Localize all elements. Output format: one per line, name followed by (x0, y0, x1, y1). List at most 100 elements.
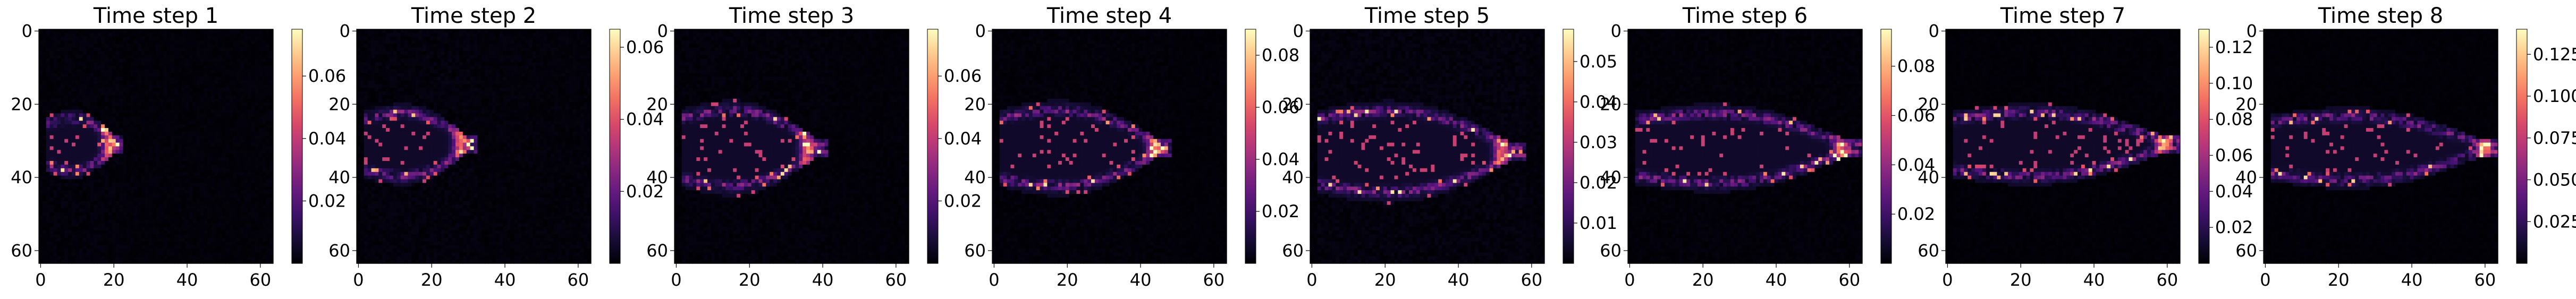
heatmap-cell (565, 40, 570, 45)
heatmap-cell (210, 179, 215, 184)
heatmap-cell (101, 55, 105, 59)
heatmap-cell (266, 241, 270, 246)
heatmap-cell (587, 40, 592, 45)
heatmap-cell (462, 47, 467, 52)
heatmap-cell (64, 230, 69, 235)
heatmap-cell (61, 179, 65, 184)
heatmap-cell (61, 227, 65, 231)
heatmap-cell (214, 51, 219, 55)
heatmap-cell (462, 29, 467, 33)
heatmap-cell (152, 65, 157, 70)
heatmap-cell (159, 183, 164, 187)
heatmap-cell (218, 252, 223, 257)
heatmap-cell (240, 113, 244, 117)
heatmap-cell (97, 109, 102, 114)
heatmap-cell (269, 91, 274, 96)
heatmap-cell (218, 172, 223, 176)
heatmap-cell (159, 128, 164, 132)
heatmap-cell (163, 139, 167, 143)
heatmap-cell (141, 65, 146, 70)
heatmap-cell (543, 36, 547, 41)
heatmap-cell (181, 164, 186, 169)
heatmap-cell (39, 204, 43, 209)
heatmap-cell (53, 146, 58, 150)
heatmap-cell (204, 223, 208, 227)
heatmap-cell (243, 91, 248, 96)
heatmap-cell (42, 95, 47, 99)
heatmap-cell (112, 212, 116, 217)
heatmap-cell (108, 44, 113, 48)
heatmap-cell (163, 183, 167, 187)
heatmap-cell (86, 223, 91, 227)
heatmap-cell (269, 157, 274, 161)
heatmap-cell (210, 168, 215, 173)
heatmap-cell (258, 98, 263, 103)
heatmap-cell (86, 121, 91, 125)
heatmap-cell (167, 55, 171, 59)
heatmap-cell (123, 69, 127, 74)
heatmap-cell (119, 197, 124, 202)
heatmap-cell (518, 65, 522, 70)
heatmap-cell (181, 98, 186, 103)
heatmap-cell (159, 249, 164, 253)
heatmap-cell (192, 223, 197, 227)
heatmap-cell (258, 150, 263, 154)
heatmap-cell (57, 142, 61, 147)
heatmap-cell (123, 142, 127, 147)
heatmap-cell (584, 44, 588, 48)
heatmap-cell (367, 32, 372, 37)
heatmap-cell (126, 186, 131, 191)
heatmap-cell (229, 124, 233, 129)
heatmap-cell (82, 91, 87, 96)
heatmap-cell (204, 168, 208, 173)
heatmap-cell (576, 29, 580, 33)
heatmap-cell (148, 47, 153, 52)
heatmap-cell (130, 212, 134, 217)
heatmap-cell (145, 150, 149, 154)
heatmap-cell (167, 76, 171, 81)
heatmap-cell (178, 109, 182, 114)
heatmap-cell (561, 40, 566, 45)
heatmap-cell (181, 139, 186, 143)
heatmap-cell (126, 150, 131, 154)
heatmap-cell (156, 95, 160, 99)
heatmap-cell (258, 153, 263, 158)
heatmap-cell (167, 260, 171, 264)
heatmap-cell (39, 62, 43, 66)
heatmap-cell (134, 175, 138, 180)
heatmap-cell (207, 260, 212, 264)
heatmap-cell (222, 179, 226, 184)
heatmap-cell (126, 201, 131, 206)
heatmap-cell (79, 47, 83, 52)
heatmap-cell (171, 113, 175, 117)
heatmap-cell (138, 237, 142, 242)
heatmap-cell (138, 29, 142, 33)
heatmap-cell (126, 194, 131, 198)
heatmap-cell (210, 256, 215, 260)
heatmap-cell (174, 65, 179, 70)
heatmap-cell (207, 179, 212, 184)
heatmap-cell (108, 98, 113, 103)
heatmap-cell (539, 65, 544, 70)
heatmap-cell (255, 260, 259, 264)
heatmap-cell (171, 73, 175, 78)
heatmap-cell (167, 153, 171, 158)
heatmap-cell (134, 237, 138, 242)
heatmap-cell (240, 150, 244, 154)
heatmap-cell (123, 212, 127, 217)
heatmap-cell (90, 65, 94, 70)
heatmap-cell (237, 58, 241, 63)
heatmap-cell (145, 179, 149, 184)
heatmap-cell (266, 164, 270, 169)
heatmap-cell (141, 142, 146, 147)
heatmap-cell (266, 197, 270, 202)
heatmap-cell (167, 219, 171, 224)
heatmap-cell (237, 32, 241, 37)
heatmap-cell (408, 73, 412, 78)
heatmap-cell (393, 69, 398, 74)
heatmap-cell (371, 40, 376, 45)
heatmap-cell (225, 256, 230, 260)
heatmap-cell (171, 139, 175, 143)
heatmap-cell (64, 95, 69, 99)
heatmap-cell (167, 32, 171, 37)
